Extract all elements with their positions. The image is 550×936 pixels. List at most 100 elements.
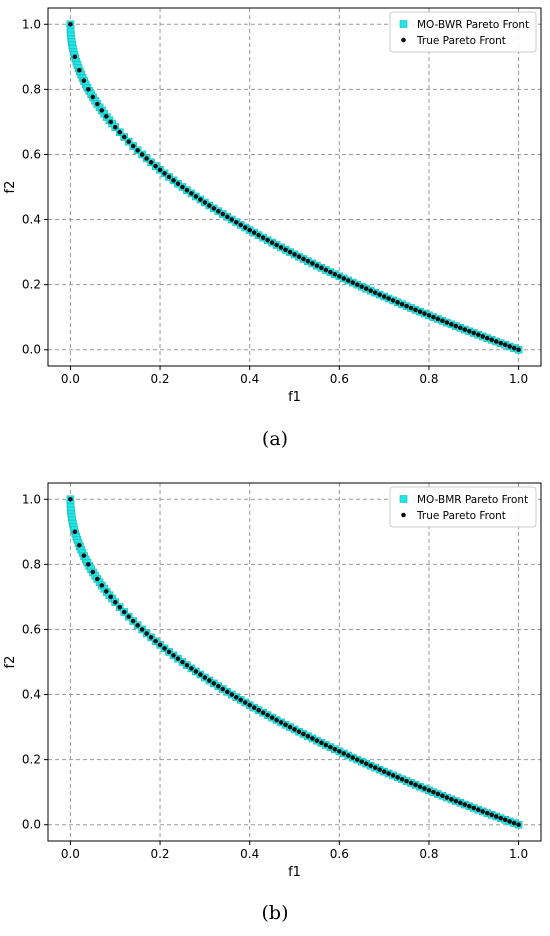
legend-marker-dot [401, 37, 406, 43]
true-front-point [81, 553, 87, 558]
true-front-point [121, 609, 127, 615]
true-front-point [198, 197, 203, 202]
x-tick-label: 0.6 [330, 847, 349, 861]
true-front-point [207, 203, 212, 208]
true-front-point [449, 797, 454, 802]
true-front-point [121, 134, 127, 140]
true-front-point [435, 316, 441, 322]
true-front-point [381, 294, 387, 299]
true-front-point [233, 694, 239, 700]
true-front-point [278, 720, 284, 725]
true-front-point [99, 108, 105, 113]
true-front-point [175, 181, 181, 187]
true-front-point [462, 327, 468, 332]
true-front-point [341, 751, 347, 756]
true-front-point [305, 258, 311, 264]
true-front-point [395, 300, 400, 305]
true-front-point [148, 635, 154, 640]
y-tick-label: 1.0 [22, 492, 41, 506]
true-front-point [162, 646, 167, 651]
true-front-point [287, 724, 293, 730]
true-front-point [332, 746, 338, 752]
figure-a: 0.0 0.2 0.4 0.6 0.8 1.0 0.0 0.2 0.4 0.6 0.8 1.0 f1 f2… [3, 7, 542, 450]
true-front-point [148, 160, 154, 165]
legend-label: MO-BMR Pareto Front [417, 494, 528, 506]
x-axis-label: f1 [288, 390, 301, 405]
true-front-point [408, 305, 414, 311]
true-front-point [462, 802, 468, 807]
true-front-point [417, 309, 423, 315]
true-front-point [247, 702, 252, 708]
true-front-point [296, 729, 302, 734]
true-front-point [117, 604, 123, 610]
true-front-point [189, 666, 194, 671]
true-front-point [229, 692, 235, 697]
true-front-point [108, 119, 114, 125]
true-front-point [431, 314, 436, 320]
true-front-point [345, 753, 351, 758]
true-front-point [350, 755, 356, 760]
true-front-point [171, 178, 176, 183]
plot-frame [47, 7, 542, 367]
true-front-point [198, 672, 203, 677]
true-front-point [180, 184, 185, 190]
true-front-point [283, 247, 288, 253]
true-front-point [247, 227, 252, 233]
true-front-point [372, 290, 378, 295]
true-front-point [202, 675, 208, 680]
true-front-point [354, 757, 360, 762]
true-front-point [135, 623, 140, 628]
y-axis-label: f2 [3, 181, 18, 194]
true-front-point [269, 715, 275, 720]
true-front-point [310, 261, 315, 266]
true-front-point [399, 301, 405, 307]
true-front-point [211, 681, 217, 686]
true-front-point [72, 529, 78, 535]
true-front-point [229, 217, 235, 222]
chart-b: 0.0 0.2 0.4 0.6 0.8 1.0 0.0 0.2 0.4 0.6 0.8 1.0 f1 f2… [3, 482, 542, 880]
y-axis-label: f2 [3, 656, 18, 669]
plot-frame [47, 482, 542, 842]
true-front-point [224, 689, 230, 695]
true-front-point [81, 78, 87, 83]
legend-marker-square [399, 20, 408, 28]
true-front-point [516, 822, 521, 828]
y-tick-label: 0.6 [22, 147, 41, 161]
true-front-point [310, 736, 315, 741]
true-front-point [337, 274, 342, 279]
true-front-point [466, 804, 472, 809]
true-front-point [319, 265, 324, 271]
true-front-point [166, 174, 172, 180]
true-front-point [314, 263, 320, 268]
y-tick-label: 1.0 [22, 17, 41, 31]
true-front-point [216, 683, 221, 689]
true-front-point [431, 789, 436, 795]
true-front-point [189, 191, 194, 196]
true-front-point [211, 206, 217, 211]
true-front-point [435, 791, 441, 797]
true-front-point [86, 87, 91, 92]
true-front-point [260, 710, 266, 715]
true-front-point [444, 320, 450, 325]
legend-marker-square [399, 495, 408, 503]
true-front-point [130, 143, 136, 149]
x-axis-label: f1 [288, 865, 301, 880]
true-front-point [103, 589, 109, 594]
x-tick-label: 0.2 [150, 372, 169, 386]
true-front-point [502, 342, 508, 348]
true-front-point [144, 631, 149, 636]
true-front-point [162, 171, 167, 176]
true-front-point [292, 252, 297, 257]
true-front-point [502, 817, 508, 823]
true-front-point [296, 254, 302, 259]
true-front-point [180, 659, 185, 665]
true-front-point [171, 653, 176, 658]
true-front-point [112, 124, 118, 130]
true-front-point [256, 232, 261, 238]
true-front-point [287, 249, 293, 255]
x-tick-label: 0.6 [330, 372, 349, 386]
true-front-point [193, 669, 199, 674]
true-front-point [399, 776, 405, 782]
true-front-point [368, 288, 373, 293]
true-front-point [404, 303, 409, 309]
